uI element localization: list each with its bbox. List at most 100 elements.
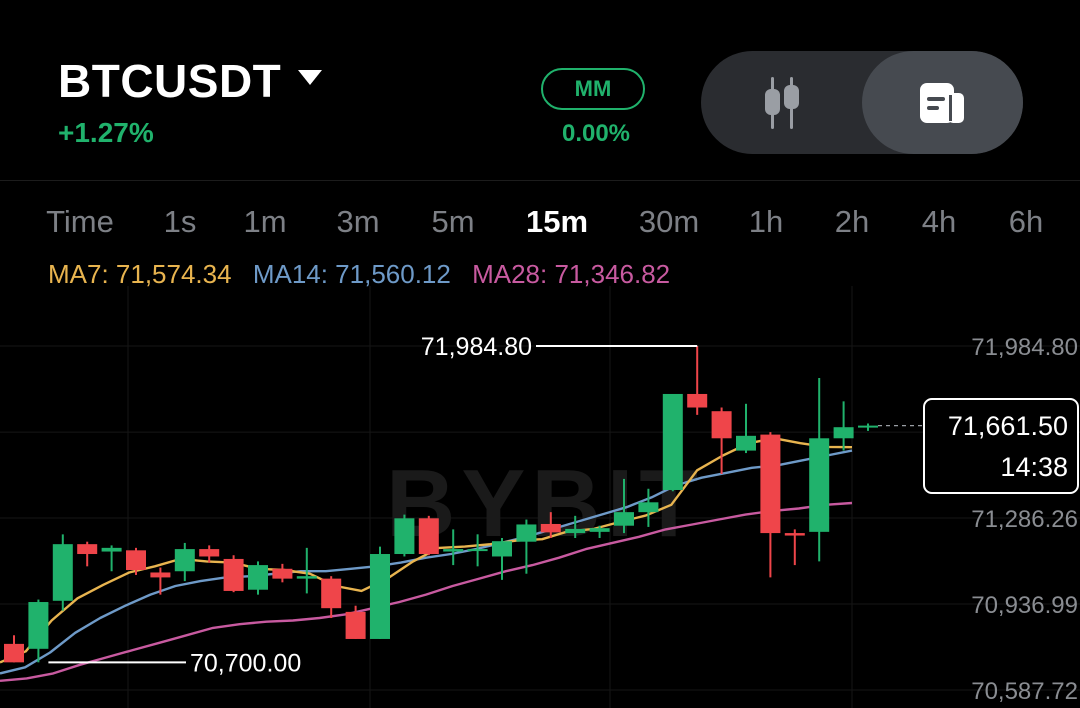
candle-countdown: 14:38 — [1000, 452, 1068, 482]
price-axis-label: 71,286.26 — [971, 506, 1078, 533]
trading-pair-title[interactable]: BTCUSDT — [58, 55, 282, 107]
candle-body — [784, 533, 805, 536]
interval-tab-1s[interactable]: 1s — [163, 204, 197, 239]
interval-tab-5m[interactable]: 5m — [431, 204, 475, 239]
candle-body — [492, 541, 512, 557]
candle-body — [272, 568, 293, 579]
candle-body — [467, 549, 488, 552]
candle — [101, 545, 122, 572]
document-icon — [919, 82, 964, 123]
ma28-value: MA28: 71,346.82 — [472, 259, 671, 289]
interval-tab-time[interactable]: Time — [46, 204, 114, 239]
candle-body — [687, 393, 708, 408]
ma-legend: MA7: 71,574.34 MA14: 71,560.12 MA28: 71,… — [48, 259, 684, 290]
candle — [638, 488, 659, 527]
candle-body — [418, 518, 439, 555]
candle — [28, 599, 49, 663]
candle-body — [345, 611, 366, 639]
candle-body — [394, 518, 415, 555]
candle-body — [565, 528, 586, 534]
interval-tab-4h[interactable]: 4h — [921, 204, 957, 239]
extreme-markers: 71,984.80 70,700.00 — [48, 333, 698, 677]
candle-body — [760, 434, 781, 534]
candle-body — [540, 523, 561, 533]
header-divider — [0, 180, 1080, 181]
candle — [248, 561, 268, 595]
candle-body — [443, 549, 464, 552]
current-price-value: 71,661.50 — [948, 411, 1068, 441]
pair-dropdown-icon[interactable] — [298, 70, 322, 85]
candle — [418, 515, 439, 556]
candle — [77, 541, 98, 567]
current-price-tag[interactable]: 71,661.50 14:38 — [878, 398, 1079, 494]
interval-tab-15m[interactable]: 15m — [525, 204, 589, 239]
candle — [150, 567, 171, 595]
interval-tab-1h[interactable]: 1h — [748, 204, 784, 239]
candle-body — [370, 554, 390, 639]
candle-body — [199, 549, 220, 557]
candle-body — [150, 572, 171, 578]
price-axis: 71,984.80 71,286.26 70,936.99 70,587.72 — [971, 334, 1078, 705]
ticker-header: BTCUSDT +1.27% MM 0.00% — [0, 0, 1080, 180]
price-change-percent: +1.27% — [58, 117, 154, 148]
low-marker-label: 70,700.00 — [190, 649, 301, 677]
info-view-button[interactable] — [862, 51, 1023, 154]
candle — [833, 401, 854, 451]
candle-body — [52, 544, 73, 601]
candlestick-chart[interactable]: BYBIT 71,984.8071,286.2670,936.9970,587.… — [0, 286, 1080, 708]
interval-tab-30m[interactable]: 30m — [638, 204, 700, 239]
candle — [199, 545, 220, 563]
candle — [711, 407, 732, 474]
candle — [589, 525, 610, 539]
interval-tab-3m[interactable]: 3m — [336, 204, 380, 239]
candle-body — [248, 565, 268, 590]
mm-value: 0.00% — [561, 120, 631, 147]
high-marker-label: 71,984.80 — [421, 333, 532, 361]
candle — [492, 538, 512, 580]
interval-tab-2h[interactable]: 2h — [834, 204, 870, 239]
candle — [858, 423, 878, 431]
candle-body — [4, 643, 24, 663]
interval-tab-1m[interactable]: 1m — [243, 204, 287, 239]
price-axis-label: 70,936.99 — [971, 592, 1078, 619]
candle-body — [638, 502, 659, 513]
candle-body — [174, 549, 195, 572]
candle-body — [662, 393, 683, 490]
view-toggle — [701, 51, 1023, 154]
candle — [760, 432, 781, 578]
mm-badge[interactable]: MM — [541, 68, 645, 110]
candle-body — [833, 427, 854, 439]
candle-body — [101, 547, 122, 552]
candle — [296, 547, 317, 594]
candle — [174, 542, 195, 582]
candle — [809, 377, 830, 562]
interval-tab-6h[interactable]: 6h — [1008, 204, 1044, 239]
price-axis-label: 70,587.72 — [971, 678, 1078, 705]
candle — [614, 478, 634, 534]
candle — [4, 635, 24, 663]
candle — [687, 345, 708, 415]
candle-body — [28, 602, 49, 649]
candle-body — [126, 550, 146, 571]
candle — [52, 534, 73, 611]
candle — [662, 393, 683, 492]
candle-body — [77, 544, 98, 555]
candle-body — [809, 438, 830, 532]
candle-body — [516, 524, 537, 542]
candle — [345, 605, 366, 639]
candles — [4, 345, 878, 663]
candle — [565, 515, 586, 539]
candlestick-view-button[interactable] — [701, 51, 862, 154]
interval-tabs: Time 1s 1m 3m 5m 15m 30m 1h 2h 4h 6h — [0, 204, 1080, 248]
candle-body — [589, 528, 610, 532]
price-axis-label: 71,984.80 — [971, 334, 1078, 361]
candle-body — [711, 411, 732, 439]
candle-body — [736, 435, 756, 451]
ma28-line — [0, 501, 853, 682]
candle — [321, 576, 342, 619]
candle — [443, 529, 464, 566]
candle-body — [296, 576, 317, 579]
ma7-value: MA7: 71,574.34 — [48, 259, 232, 289]
candle-body — [614, 512, 634, 526]
candle-body — [858, 425, 878, 428]
